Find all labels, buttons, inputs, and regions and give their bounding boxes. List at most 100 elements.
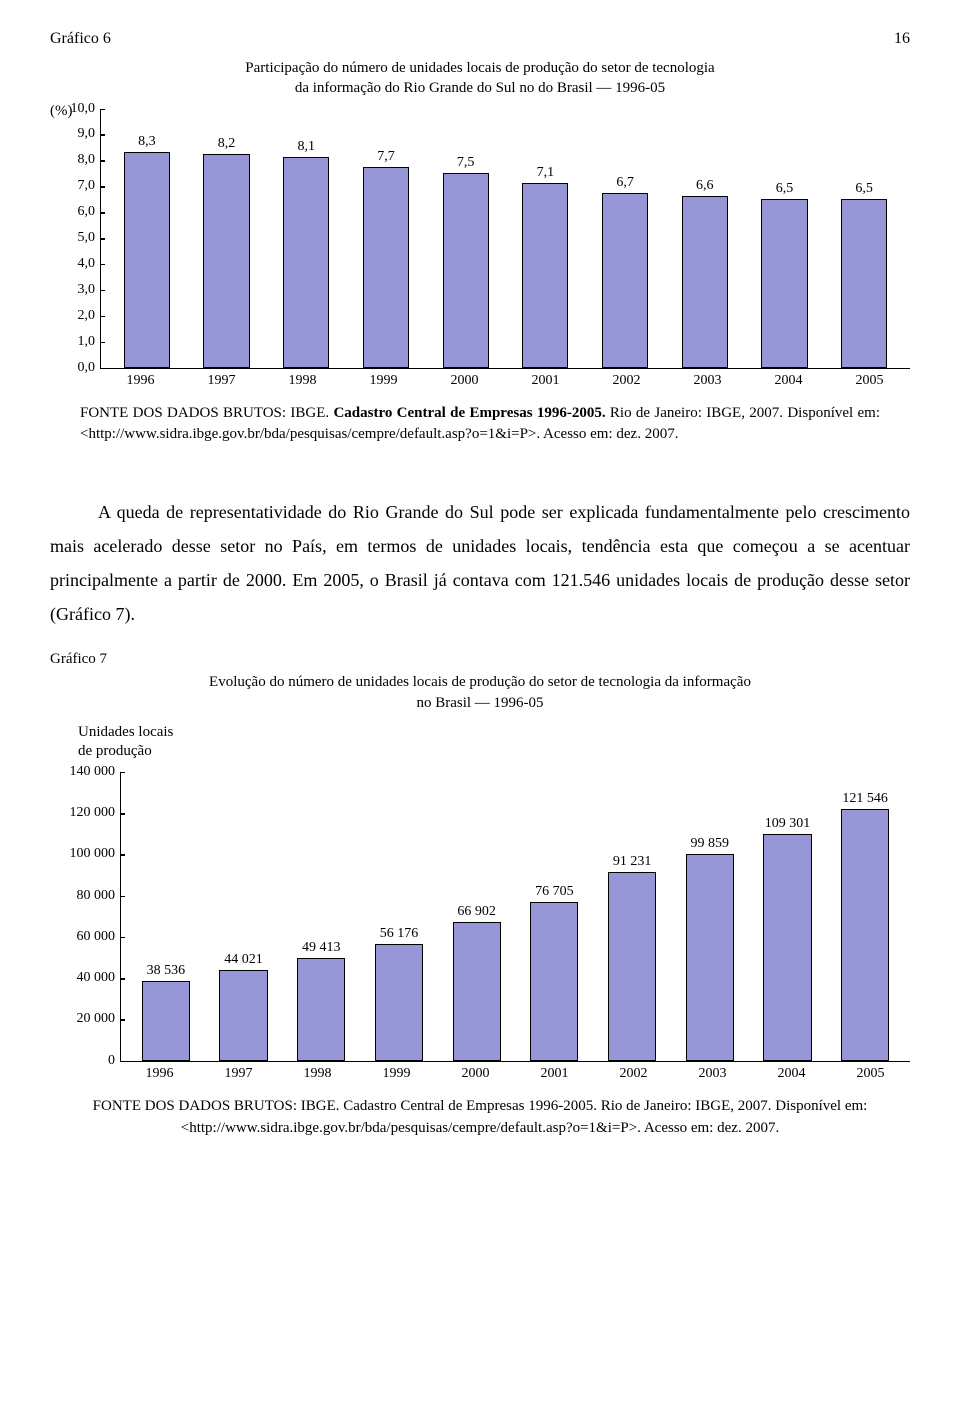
grafico6-title-l2: da informação do Rio Grande do Sul no do… bbox=[295, 80, 665, 96]
grafico6-chart: (%) 10,09,08,07,06,05,04,03,02,01,00,0 8… bbox=[50, 109, 910, 389]
grafico7-bar-cell: 49 413 bbox=[282, 940, 360, 1060]
grafico6-ytick: 2,0 bbox=[78, 308, 96, 324]
grafico7-ytick: 140 000 bbox=[70, 764, 116, 780]
grafico7-bar-value: 91 231 bbox=[613, 854, 652, 870]
grafico7-src-bold: Cadastro Central de Empresas 1996-2005. bbox=[343, 1098, 597, 1114]
grafico6-ytick: 10,0 bbox=[71, 101, 96, 117]
grafico7-bar-value: 76 705 bbox=[535, 884, 574, 900]
grafico7-xlabel: 2004 bbox=[752, 1066, 831, 1082]
grafico6-bar-cell: 6,7 bbox=[585, 175, 665, 367]
grafico6-bar-value: 8,1 bbox=[298, 139, 316, 155]
grafico7-bar-cell: 109 301 bbox=[749, 816, 827, 1060]
grafico7-xlabel: 2002 bbox=[594, 1066, 673, 1082]
grafico7-bar-value: 44 021 bbox=[224, 952, 263, 968]
grafico7-chart: 140 000120 000100 00080 00060 00040 0002… bbox=[50, 772, 910, 1082]
grafico6-bar bbox=[682, 196, 728, 368]
grafico6-yticks: 10,09,08,07,06,05,04,03,02,01,00,0 bbox=[51, 109, 101, 368]
grafico7-ytick: 20 000 bbox=[77, 1011, 116, 1027]
grafico7-bar-cell: 91 231 bbox=[593, 854, 671, 1061]
grafico7-bar-value: 56 176 bbox=[380, 926, 419, 942]
grafico7-bar-value: 66 902 bbox=[457, 904, 496, 920]
grafico7-label: Gráfico 7 bbox=[50, 651, 910, 668]
grafico6-xlabel: 1997 bbox=[181, 373, 262, 389]
grafico7-bar-cell: 66 902 bbox=[438, 904, 516, 1061]
grafico6-bar-cell: 6,6 bbox=[665, 178, 745, 368]
page-number: 16 bbox=[894, 30, 910, 48]
grafico7-title: Evolução do número de unidades locais de… bbox=[120, 672, 840, 713]
grafico7-bar-cell: 99 859 bbox=[671, 836, 749, 1061]
grafico7-xlabel: 1997 bbox=[199, 1066, 278, 1082]
grafico6-bar-cell: 7,5 bbox=[426, 155, 506, 368]
grafico6-ytick: 0,0 bbox=[78, 360, 96, 376]
grafico7-bar bbox=[841, 809, 889, 1061]
grafico7-bar bbox=[375, 944, 423, 1060]
grafico7-bar-cell: 121 546 bbox=[826, 791, 904, 1061]
body-paragraph: A queda de representatividade do Rio Gra… bbox=[50, 495, 910, 632]
grafico7-yticks: 140 000120 000100 00080 00060 00040 0002… bbox=[51, 772, 121, 1061]
grafico6-bar bbox=[841, 199, 887, 368]
grafico6-bar-cell: 6,5 bbox=[745, 181, 825, 368]
grafico6-bar-value: 7,1 bbox=[537, 165, 555, 181]
grafico6-bar-value: 6,7 bbox=[616, 175, 634, 191]
grafico7-ytick: 60 000 bbox=[77, 929, 116, 945]
grafico6-label: Gráfico 6 bbox=[50, 30, 111, 48]
grafico7-bar bbox=[608, 872, 656, 1061]
grafico6-plot: 10,09,08,07,06,05,04,03,02,01,00,0 8,38,… bbox=[100, 109, 910, 369]
grafico6-ytick: 9,0 bbox=[78, 126, 96, 142]
grafico7-bar-cell: 56 176 bbox=[360, 926, 438, 1060]
grafico6-xlabel: 1996 bbox=[100, 373, 181, 389]
grafico6-xlabel: 1999 bbox=[343, 373, 424, 389]
grafico6-bar-cell: 8,3 bbox=[107, 134, 187, 368]
grafico7-ytitle: Unidades locais de produção bbox=[78, 723, 910, 762]
grafico7-plot: 140 000120 000100 00080 00060 00040 0002… bbox=[120, 772, 910, 1062]
grafico7-xlabel: 1998 bbox=[278, 1066, 357, 1082]
grafico7-xlabels: 1996199719981999200020012002200320042005 bbox=[120, 1066, 910, 1082]
grafico7-bar bbox=[297, 958, 345, 1060]
grafico6-title-l1: Participação do número de unidades locai… bbox=[245, 60, 714, 76]
grafico7-source: FONTE DOS DADOS BRUTOS: IBGE. Cadastro C… bbox=[70, 1096, 890, 1140]
grafico7-bar-cell: 38 536 bbox=[127, 963, 205, 1061]
grafico6-bar bbox=[602, 193, 648, 367]
grafico7-bar bbox=[219, 970, 267, 1061]
grafico7-src-prefix: FONTE DOS DADOS BRUTOS: IBGE. bbox=[93, 1098, 344, 1114]
grafico6-ytick: 8,0 bbox=[78, 152, 96, 168]
grafico6-xlabel: 2002 bbox=[586, 373, 667, 389]
grafico7-xlabel: 2005 bbox=[831, 1066, 910, 1082]
grafico6-ytick: 1,0 bbox=[78, 334, 96, 350]
grafico6-bar bbox=[522, 183, 568, 368]
grafico7-bar-value: 109 301 bbox=[765, 816, 811, 832]
grafico7-bar-cell: 44 021 bbox=[205, 952, 283, 1061]
grafico6-src-bold: Cadastro Central de Empresas 1996-2005. bbox=[333, 405, 605, 421]
grafico6-title: Participação do número de unidades locai… bbox=[120, 58, 840, 99]
grafico7-title-l2: no Brasil — 1996-05 bbox=[416, 695, 543, 711]
grafico6-src-prefix: FONTE DOS DADOS BRUTOS: IBGE. bbox=[80, 405, 333, 421]
grafico6-xlabel: 2004 bbox=[748, 373, 829, 389]
grafico6-bar-cell: 6,5 bbox=[824, 181, 904, 368]
grafico6-ytick: 6,0 bbox=[78, 204, 96, 220]
grafico6-xlabel: 2003 bbox=[667, 373, 748, 389]
grafico6-source: FONTE DOS DADOS BRUTOS: IBGE. Cadastro C… bbox=[80, 403, 880, 445]
grafico6-ytick: 4,0 bbox=[78, 256, 96, 272]
grafico6-xlabel: 1998 bbox=[262, 373, 343, 389]
grafico7-xlabel: 2003 bbox=[673, 1066, 752, 1082]
grafico6-bar-value: 8,3 bbox=[138, 134, 156, 150]
grafico7-bar-cell: 76 705 bbox=[516, 884, 594, 1061]
grafico7-xlabel: 2000 bbox=[436, 1066, 515, 1082]
grafico6-bar-value: 7,7 bbox=[377, 149, 395, 165]
grafico7-ytitle-l2: de produção bbox=[78, 743, 152, 759]
grafico7-bar bbox=[763, 834, 811, 1060]
grafico6-xlabel: 2000 bbox=[424, 373, 505, 389]
grafico6-ytick: 3,0 bbox=[78, 282, 96, 298]
grafico7-bar bbox=[453, 922, 501, 1061]
grafico7-title-l1: Evolução do número de unidades locais de… bbox=[209, 674, 751, 690]
grafico6-xlabel: 2005 bbox=[829, 373, 910, 389]
grafico6-bar-value: 7,5 bbox=[457, 155, 475, 171]
grafico6-bar-cell: 8,1 bbox=[266, 139, 346, 368]
grafico7-ytick: 120 000 bbox=[70, 805, 116, 821]
grafico6-bar-value: 6,5 bbox=[855, 181, 873, 197]
grafico7-xlabel: 1999 bbox=[357, 1066, 436, 1082]
grafico6-bar-value: 6,6 bbox=[696, 178, 714, 194]
grafico7-bar bbox=[530, 902, 578, 1061]
grafico7-bar-value: 49 413 bbox=[302, 940, 341, 956]
grafico7-bar-value: 99 859 bbox=[691, 836, 730, 852]
